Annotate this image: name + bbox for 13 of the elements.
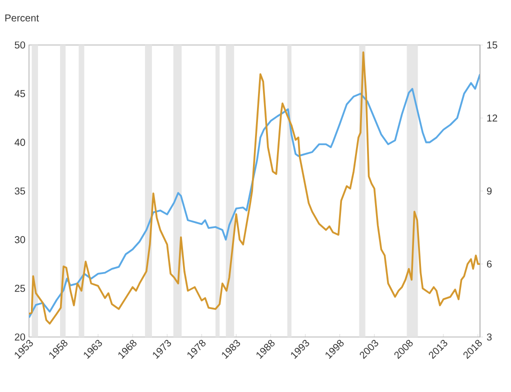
y-tick-label: 50 xyxy=(14,41,26,49)
y-tick-label: 30 xyxy=(14,236,26,244)
y-tick-label: 45 xyxy=(14,90,26,98)
y2-tick-label: 9 xyxy=(486,187,492,195)
y2-tick-label: 15 xyxy=(487,42,498,48)
y2-tick-label: 12 xyxy=(487,114,498,122)
y-tick-label: 20 xyxy=(14,333,26,341)
y-tick-label: 35 xyxy=(14,187,26,195)
y-axis-title: Percent xyxy=(5,14,39,22)
y-tick-label: 25 xyxy=(14,284,26,292)
y-tick-label: 40 xyxy=(14,138,26,146)
y2-tick-label: 3 xyxy=(486,333,492,341)
y2-tick-label: 6 xyxy=(487,260,492,268)
